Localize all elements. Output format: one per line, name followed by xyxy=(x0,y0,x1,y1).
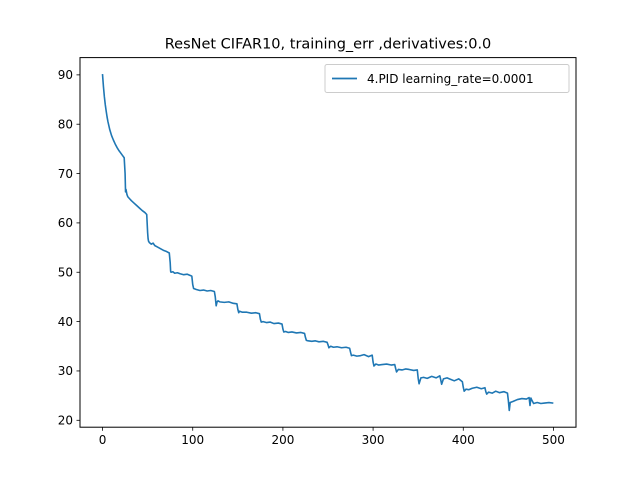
x-tick-label: 0 xyxy=(99,433,107,447)
legend: 4.PID learning_rate=0.0001 xyxy=(324,64,570,93)
x-tick-label: 200 xyxy=(271,433,294,447)
y-tick-label: 30 xyxy=(58,364,73,378)
y-tick-label: 60 xyxy=(58,216,73,230)
legend-box xyxy=(324,64,570,93)
legend-label: 4.PID learning_rate=0.0001 xyxy=(367,72,534,86)
x-tick-label: 500 xyxy=(542,433,565,447)
series-line xyxy=(101,74,554,412)
y-tick-label: 40 xyxy=(58,315,73,329)
chart-title: ResNet CIFAR10, training_err ,derivative… xyxy=(165,37,492,53)
plot-area xyxy=(79,57,577,428)
x-axis: 0 100 200 300 400 500 xyxy=(99,427,565,447)
y-tick-label: 70 xyxy=(58,167,73,181)
y-tick-label: 80 xyxy=(58,118,73,132)
y-tick-label: 20 xyxy=(58,414,73,428)
axes-frame xyxy=(79,57,577,428)
y-tick-label: 90 xyxy=(58,68,73,82)
axes-background xyxy=(80,57,576,428)
y-axis: 20 30 40 50 60 70 80 90 xyxy=(58,68,80,428)
x-tick-label: 400 xyxy=(452,433,475,447)
x-tick-label: 300 xyxy=(362,433,385,447)
y-tick-label: 50 xyxy=(58,266,73,280)
series-layer xyxy=(101,74,554,412)
x-tick-label: 100 xyxy=(181,433,204,447)
